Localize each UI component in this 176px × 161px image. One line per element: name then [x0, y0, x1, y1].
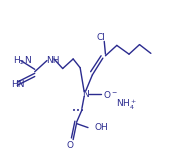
- Text: •••: •••: [71, 108, 84, 114]
- Text: Cl: Cl: [97, 33, 106, 42]
- Text: OH: OH: [94, 123, 108, 132]
- Text: H$_2$N: H$_2$N: [13, 54, 32, 67]
- Text: O: O: [66, 141, 73, 150]
- Text: O$^-$: O$^-$: [103, 89, 118, 99]
- Text: HN: HN: [11, 80, 25, 89]
- Text: NH$_4^+$: NH$_4^+$: [116, 97, 137, 112]
- Text: N: N: [82, 90, 89, 99]
- Text: NH: NH: [46, 56, 60, 65]
